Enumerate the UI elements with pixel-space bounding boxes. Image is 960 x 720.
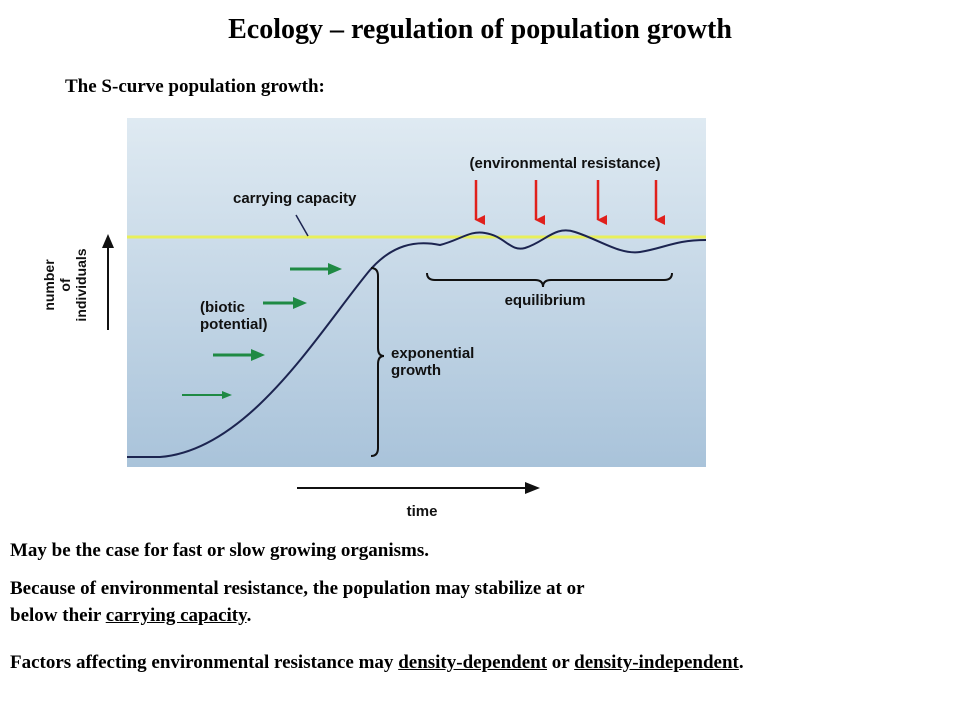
environmental-resistance-label: (environmental resistance) <box>470 155 661 172</box>
density-independent-term: density-independent <box>574 652 739 673</box>
paragraph-1-text: May be the case for fast or slow growing… <box>10 540 430 561</box>
exponential-growth-label-line2: growth <box>391 362 441 379</box>
s-curve-diagram: (environmental resistance) carrying capa… <box>41 118 707 520</box>
paragraph-3-mid: or <box>547 652 575 673</box>
exponential-growth-label-line1: exponential <box>391 345 474 362</box>
equilibrium-label: equilibrium <box>505 292 586 309</box>
biotic-arrow-1 <box>290 263 342 275</box>
biotic-potential-label-line2: potential) <box>200 316 268 333</box>
y-axis-label: number of individuals <box>41 248 89 321</box>
equilibrium-brace <box>426 272 673 288</box>
paragraph-2-line2-pre: below their <box>10 605 106 626</box>
paragraph-environmental-resistance: Because of environmental resistance, the… <box>10 575 585 629</box>
x-axis-label: time <box>407 503 438 520</box>
carrying-capacity-pointer <box>295 214 309 237</box>
y-axis-label-line2: of <box>57 278 73 292</box>
biotic-arrow-3 <box>213 349 265 361</box>
paragraph-2-line2-post: . <box>246 605 252 626</box>
diagram-background <box>127 118 706 467</box>
y-axis-label-line3: individuals <box>73 248 89 321</box>
population-curve <box>127 229 707 458</box>
biotic-arrow-2 <box>263 297 307 309</box>
biotic-arrow-4 <box>182 391 232 399</box>
paragraph-growth-organisms: May be the case for fast or slow growing… <box>10 537 429 564</box>
y-axis-arrow <box>102 234 114 330</box>
density-dependent-term: density-dependent <box>398 652 548 673</box>
page-title: Ecology – regulation of population growt… <box>228 14 732 45</box>
x-axis-arrow <box>297 482 540 494</box>
paragraph-3-post: . <box>738 652 744 673</box>
paragraph-3-pre: Factors affecting environmental resistan… <box>10 652 399 673</box>
paragraph-factors: Factors affecting environmental resistan… <box>10 649 744 676</box>
paragraph-2-line1: Because of environmental resistance, the… <box>10 578 585 599</box>
section-subtitle: The S-curve population growth: <box>65 76 325 97</box>
carrying-capacity-term: carrying capacity <box>105 605 247 626</box>
biotic-potential-label-line1: (biotic <box>200 299 245 316</box>
y-axis-label-line1: number <box>41 259 57 311</box>
carrying-capacity-label: carrying capacity <box>233 190 357 207</box>
exponential-growth-brace <box>370 267 385 457</box>
